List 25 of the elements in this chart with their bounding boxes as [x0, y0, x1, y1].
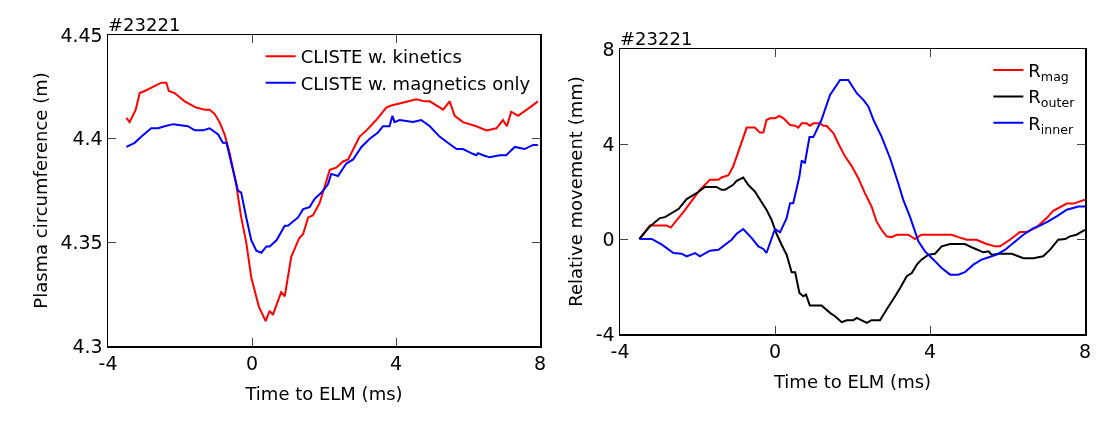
x-tick-label: 4 — [389, 352, 403, 375]
legend-label: CLISTE w. kinetics — [300, 46, 462, 68]
chart-title: #23221 — [108, 14, 181, 35]
x-axis-title: Time to ELM (ms) — [244, 383, 403, 405]
chart-title: #23221 — [620, 28, 693, 49]
y-axis-title: Relative movement (mm) — [565, 76, 587, 307]
y-tick-label: 4.35 — [60, 230, 103, 253]
y-axis-title: Plasma circumference (m) — [29, 72, 51, 309]
legend-label: R$_{mag}$ — [1028, 60, 1069, 84]
y-tick-label: 4.45 — [60, 23, 103, 46]
y-tick-label: -4 — [595, 322, 615, 345]
legend-label: R$_{outer}$ — [1028, 86, 1076, 111]
legend-label: R$_{inner}$ — [1028, 112, 1075, 137]
x-tick-label: 4 — [923, 340, 937, 363]
x-tick-label: 0 — [245, 352, 259, 375]
x-tick-label: 8 — [533, 352, 547, 375]
y-tick-label: 8 — [602, 37, 615, 60]
y-tick-label: 4.4 — [72, 127, 103, 150]
y-tick-label: 0 — [602, 227, 615, 250]
y-tick-label: 4 — [602, 132, 615, 155]
line-series — [125, 114, 539, 254]
x-tick-label: 0 — [768, 340, 782, 363]
x-axis-title: Time to ELM (ms) — [772, 371, 932, 393]
x-tick-label: 8 — [1078, 340, 1092, 363]
legend-label: CLISTE w. magnetics only — [300, 72, 531, 94]
